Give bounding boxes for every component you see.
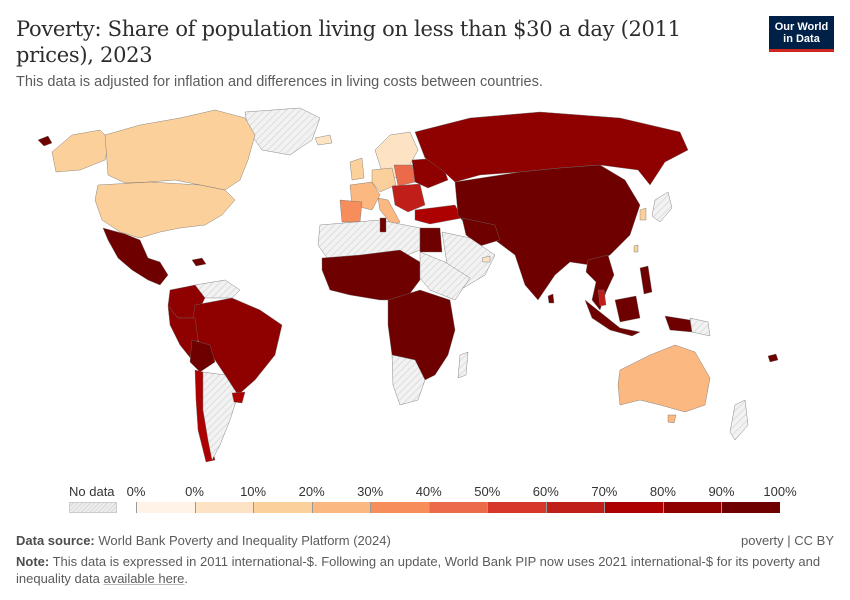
country-new-guinea[interactable] <box>664 315 693 333</box>
owid-logo[interactable]: Our World in Data <box>769 16 834 52</box>
legend-no-data-label: No data <box>69 484 115 499</box>
legend-tick-label: 70% <box>591 484 618 499</box>
country-russia[interactable] <box>414 111 689 186</box>
country-new-zealand[interactable] <box>729 399 749 441</box>
legend-bin[interactable] <box>194 502 254 513</box>
country-pacific-islands[interactable] <box>767 353 779 363</box>
legend-bin[interactable] <box>253 502 312 513</box>
country-poland[interactable] <box>393 164 416 187</box>
country-balkans[interactable] <box>391 183 426 213</box>
legend-bin[interactable] <box>311 502 371 513</box>
country-australia[interactable] <box>617 344 711 413</box>
note: Note: This data is expressed in 2011 int… <box>16 553 836 587</box>
legend-tick-label: 30% <box>357 484 384 499</box>
legend-bin[interactable] <box>721 502 780 513</box>
world-map[interactable] <box>0 100 850 470</box>
legend-tick-label: 80% <box>649 484 676 499</box>
note-text: This data is expressed in 2011 internati… <box>16 554 821 586</box>
legend-bin[interactable] <box>487 502 546 513</box>
country-sri-lanka[interactable] <box>547 293 555 304</box>
logo-line-2: in Data <box>783 33 820 45</box>
legend-bin[interactable] <box>604 502 663 513</box>
legend-tick-label: 60% <box>532 484 559 499</box>
country-mainland-sea[interactable] <box>585 254 615 311</box>
country-japan[interactable] <box>651 191 673 223</box>
country-uruguay[interactable] <box>231 391 246 404</box>
country-alaska-islands[interactable] <box>37 135 53 147</box>
country-caribbean[interactable] <box>191 257 207 267</box>
legend-bin[interactable] <box>428 502 488 513</box>
legend-bin[interactable] <box>545 502 605 513</box>
country-png[interactable] <box>689 317 711 337</box>
country-greenland[interactable] <box>244 107 321 156</box>
country-malaysia[interactable] <box>597 289 607 307</box>
country-mexico[interactable] <box>102 227 169 286</box>
note-end: . <box>184 571 189 586</box>
legend-tick-label: 20% <box>298 484 325 499</box>
legend-tick-label: 0% <box>185 484 204 499</box>
country-sumatra-java[interactable] <box>584 299 641 337</box>
note-label: Note: <box>16 554 50 569</box>
legend-tick-label: 40% <box>415 484 442 499</box>
data-source-text: World Bank Poverty and Inequality Platfo… <box>98 533 391 548</box>
chart-subtitle: This data is adjusted for inflation and … <box>16 74 543 90</box>
license-text[interactable]: poverty | CC BY <box>741 533 834 548</box>
legend-tick-label: 90% <box>708 484 735 499</box>
data-source-label: Data source: <box>16 533 95 548</box>
data-source: Data source: World Bank Poverty and Ineq… <box>16 533 391 548</box>
logo-line-1: Our World <box>774 21 829 33</box>
country-iberia[interactable] <box>339 199 363 223</box>
legend-tick-label: 10% <box>240 484 267 499</box>
country-bolivia[interactable] <box>189 339 216 373</box>
country-central-east-africa[interactable] <box>387 289 456 381</box>
country-philippines[interactable] <box>639 265 653 295</box>
country-madagascar[interactable] <box>457 351 469 379</box>
legend-no-data-swatch[interactable] <box>69 502 117 513</box>
country-uae[interactable] <box>481 255 491 263</box>
country-iceland[interactable] <box>314 134 333 146</box>
country-borneo[interactable] <box>614 295 641 323</box>
chart-title: Poverty: Share of population living on l… <box>16 17 681 67</box>
country-canada[interactable] <box>104 109 256 191</box>
legend-tick-label: 100% <box>763 484 797 499</box>
country-southern-africa[interactable] <box>391 354 426 406</box>
country-taiwan[interactable] <box>633 244 639 253</box>
country-west-africa[interactable] <box>321 249 421 301</box>
country-alaska[interactable] <box>51 129 111 173</box>
map-legend: No data 0% 0% 10% 20% 30% 40% 50% 60% 70% 80% 90% 1… <box>0 480 850 516</box>
country-horn-sudan[interactable] <box>419 251 471 301</box>
country-uk[interactable] <box>349 157 365 181</box>
country-egypt[interactable] <box>419 227 443 253</box>
country-korea[interactable] <box>639 207 647 221</box>
country-germany[interactable] <box>371 167 397 193</box>
country-turkey[interactable] <box>414 204 463 225</box>
legend-bin[interactable] <box>370 502 429 513</box>
country-tunisia[interactable] <box>379 217 387 233</box>
country-tasmania[interactable] <box>667 414 677 424</box>
country-argentina[interactable] <box>202 371 239 461</box>
legend-tick-label: 50% <box>474 484 501 499</box>
legend-bin[interactable] <box>662 502 722 513</box>
country-usa[interactable] <box>94 181 236 239</box>
available-here-link[interactable]: available here <box>103 571 185 586</box>
legend-tick-label: 0% <box>126 484 146 499</box>
legend-bin[interactable] <box>136 502 195 513</box>
